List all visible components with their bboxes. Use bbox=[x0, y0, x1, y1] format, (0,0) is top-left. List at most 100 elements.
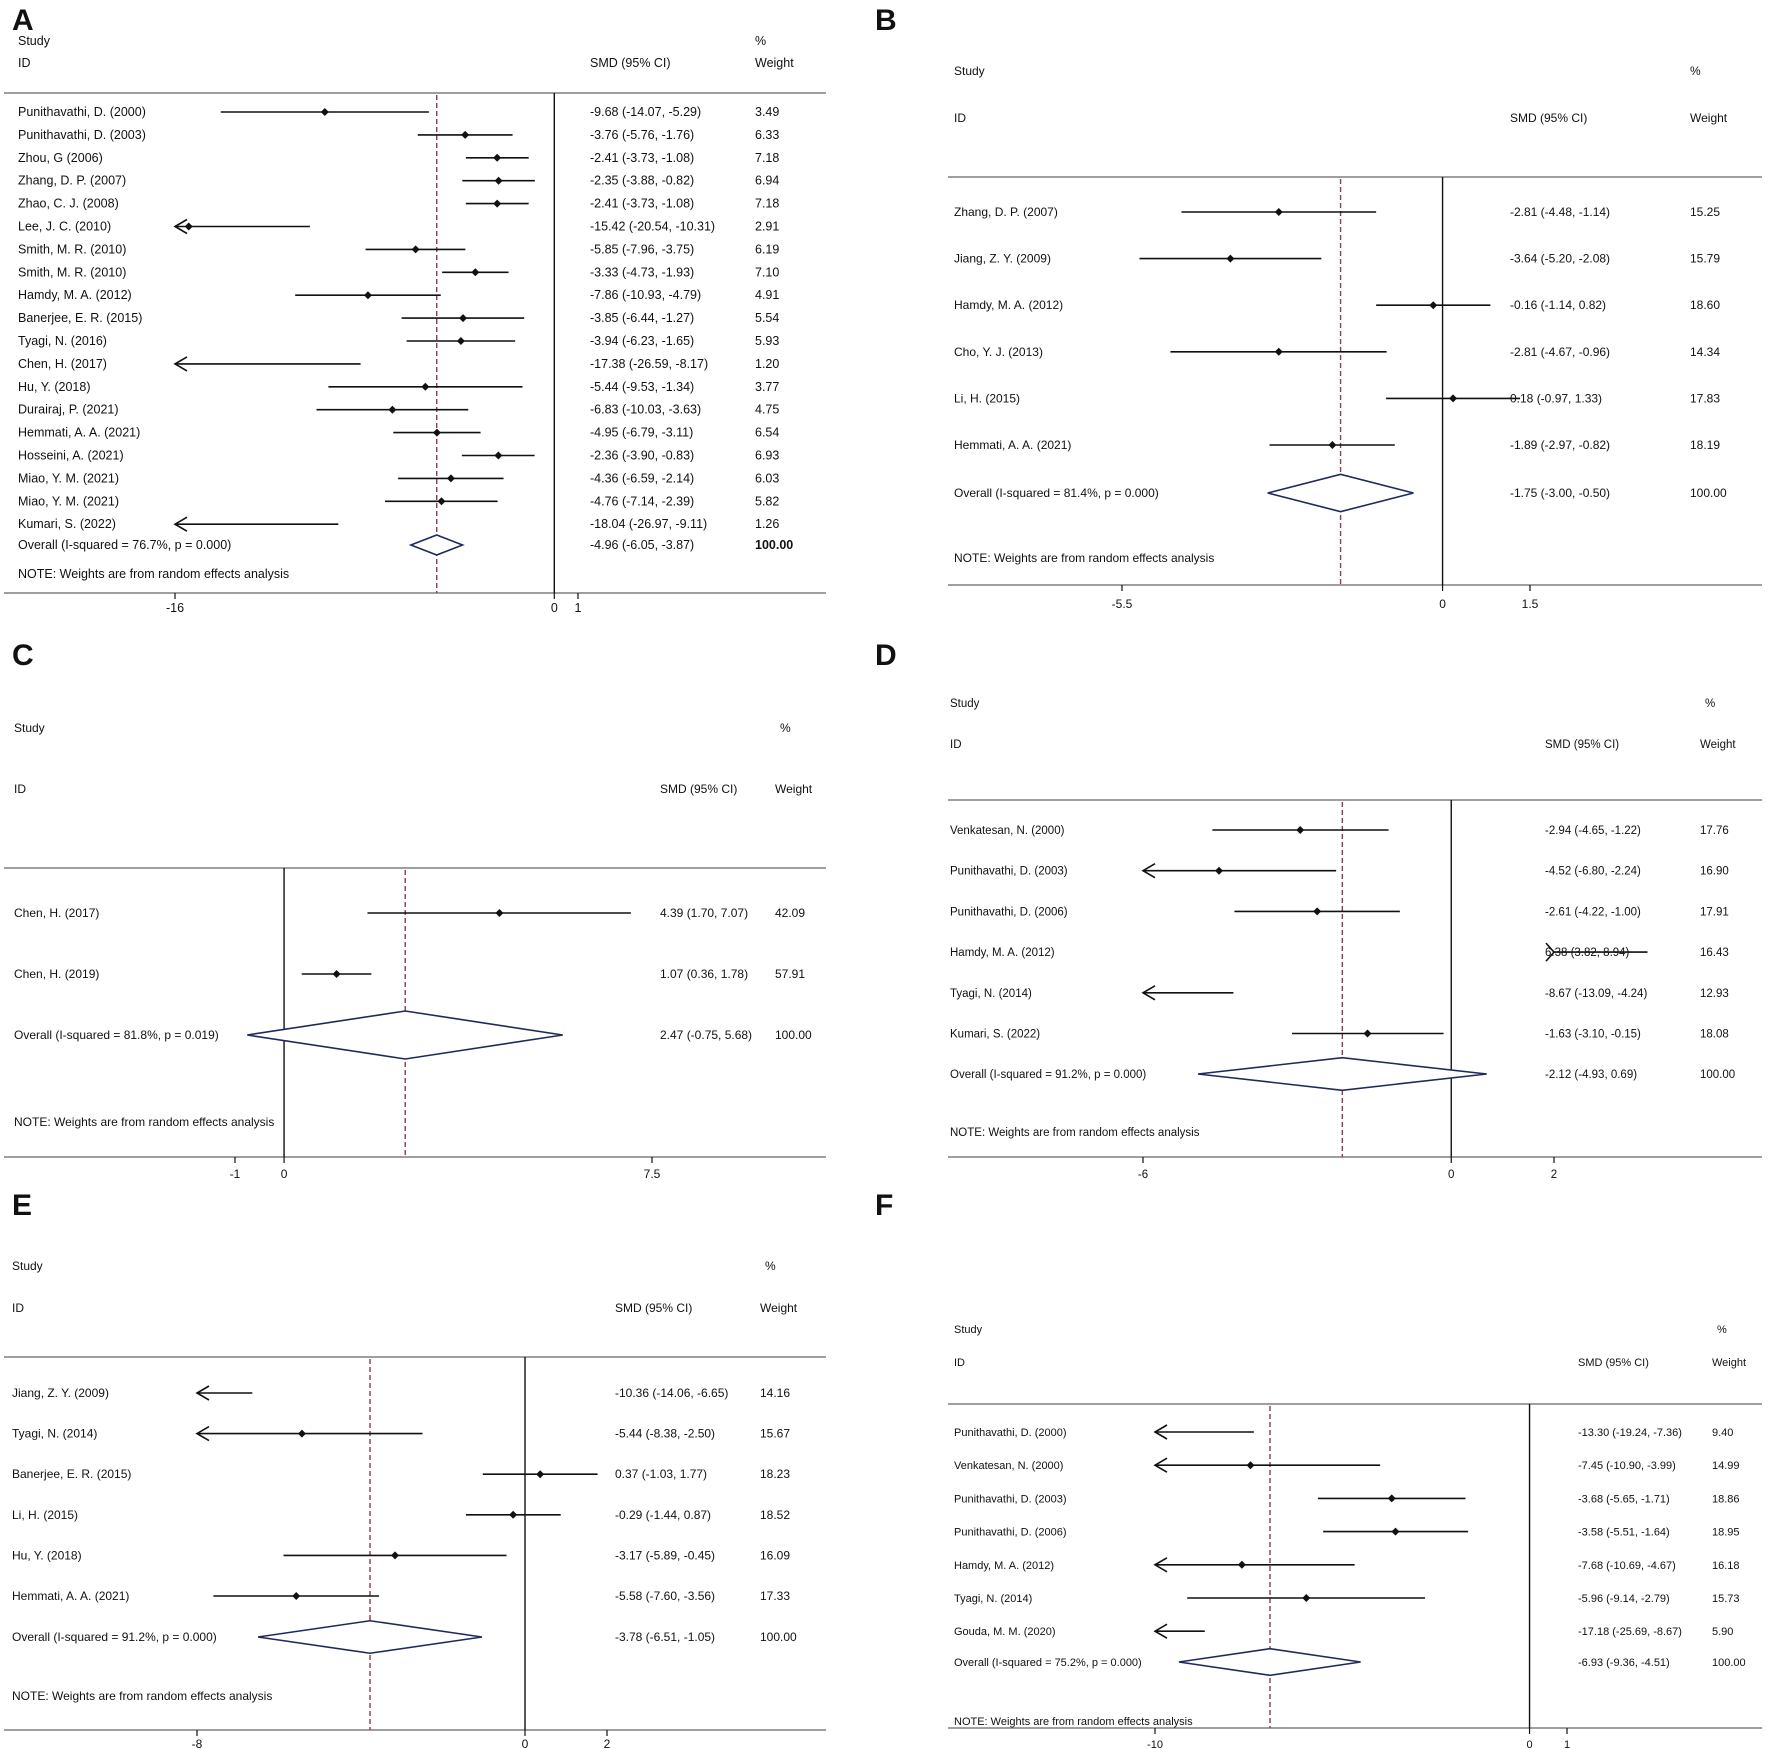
study-ci-text: -8.67 (-13.09, -4.24) bbox=[1545, 988, 1647, 1000]
panel-label: D bbox=[875, 639, 897, 672]
study-label: Hemmati, A. A. (2021) bbox=[12, 1589, 129, 1603]
overall-ci-text: 2.47 (-0.75, 5.68) bbox=[660, 1028, 752, 1042]
header-effect: SMD (95% CI) bbox=[1545, 739, 1619, 751]
study-ci-text: -3.17 (-5.89, -0.45) bbox=[615, 1548, 715, 1562]
x-tick-label: 0 bbox=[1448, 1169, 1454, 1181]
study-ci-text: -2.61 (-4.22, -1.00) bbox=[1545, 906, 1641, 918]
overall-ci-text: -4.96 (-6.05, -3.87) bbox=[590, 538, 694, 552]
overall-label: Overall (I-squared = 81.4%, p = 0.000) bbox=[954, 486, 1159, 500]
header-percent: % bbox=[1705, 698, 1715, 710]
study-label: Tyagi, N. (2016) bbox=[18, 334, 107, 348]
study-weight: 14.16 bbox=[760, 1386, 790, 1400]
study-ci-text: -3.33 (-4.73, -1.93) bbox=[590, 265, 694, 279]
point-estimate bbox=[536, 1470, 545, 1479]
study-label: Tyagi, N. (2014) bbox=[950, 988, 1032, 1000]
ci-arrow-left bbox=[195, 1425, 210, 1442]
study-label: Kumari, S. (2022) bbox=[950, 1029, 1040, 1041]
study-label: Hamdy, M. A. (2012) bbox=[954, 298, 1063, 312]
study-ci-text: -6.83 (-10.03, -3.63) bbox=[590, 403, 701, 417]
header-weight: Weight bbox=[755, 56, 794, 70]
study-weight: 5.54 bbox=[755, 311, 779, 325]
overall-label: Overall (I-squared = 91.2%, p = 0.000) bbox=[950, 1069, 1146, 1081]
x-tick-label: 7.5 bbox=[644, 1167, 661, 1181]
point-estimate bbox=[184, 222, 193, 231]
study-weight: 18.60 bbox=[1690, 298, 1720, 312]
x-tick-label: -16 bbox=[166, 601, 184, 615]
x-tick-label: 1.5 bbox=[1522, 597, 1539, 611]
study-label: Hu, Y. (2018) bbox=[18, 380, 91, 394]
study-label: Hemmati, A. A. (2021) bbox=[954, 438, 1071, 452]
study-weight: 18.95 bbox=[1712, 1527, 1740, 1539]
study-label: Smith, M. R. (2010) bbox=[18, 242, 126, 256]
x-tick-label: 0 bbox=[551, 601, 558, 615]
header-percent: % bbox=[765, 1259, 776, 1273]
study-weight: 5.93 bbox=[755, 334, 779, 348]
study-ci-text: -13.30 (-19.24, -7.36) bbox=[1578, 1427, 1682, 1439]
study-label: Li, H. (2015) bbox=[954, 391, 1020, 405]
overall-ci-text: -6.93 (-9.36, -4.51) bbox=[1578, 1657, 1670, 1669]
forest-panel-d: D Study ID SMD (95% CI)% Weight Venkatesan, N… bbox=[875, 639, 1762, 1181]
study-ci-text: -4.52 (-6.80, -2.24) bbox=[1545, 866, 1641, 878]
header-percent: % bbox=[780, 721, 791, 735]
study-weight: 5.82 bbox=[755, 494, 779, 508]
study-ci-text: -7.45 (-10.90, -3.99) bbox=[1578, 1460, 1676, 1472]
study-weight: 16.90 bbox=[1700, 866, 1729, 878]
forest-panel-b: B Study ID SMD (95% CI)% Weight Zhang, D. P. … bbox=[875, 4, 1762, 611]
study-weight: 12.93 bbox=[1700, 988, 1729, 1000]
study-weight: 15.79 bbox=[1690, 252, 1720, 266]
study-weight: 14.99 bbox=[1712, 1460, 1740, 1472]
study-label: Gouda, M. M. (2020) bbox=[954, 1626, 1056, 1638]
study-weight: 6.93 bbox=[755, 449, 779, 463]
x-tick-label: -8 bbox=[192, 1737, 203, 1749]
study-weight: 3.77 bbox=[755, 380, 779, 394]
study-ci-text: -2.81 (-4.48, -1.14) bbox=[1510, 205, 1610, 219]
header-percent: % bbox=[755, 34, 766, 48]
point-estimate bbox=[1391, 1527, 1400, 1536]
overall-ci-text: -2.12 (-4.93, 0.69) bbox=[1545, 1069, 1637, 1081]
study-ci-text: -4.76 (-7.14, -2.39) bbox=[590, 494, 694, 508]
x-tick-label: -1 bbox=[230, 1167, 241, 1181]
study-label: Chen, H. (2017) bbox=[14, 906, 99, 920]
study-weight: 15.25 bbox=[1690, 205, 1720, 219]
study-ci-text: -2.41 (-3.73, -1.08) bbox=[590, 151, 694, 165]
point-estimate bbox=[493, 199, 502, 208]
study-label: Punithavathi, D. (2003) bbox=[954, 1493, 1067, 1505]
header-study: Study bbox=[18, 34, 51, 48]
overall-ci-text: -3.78 (-6.51, -1.05) bbox=[615, 1630, 715, 1644]
point-estimate bbox=[320, 108, 329, 116]
header-id: ID bbox=[954, 1357, 965, 1369]
study-ci-text: -17.38 (-26.59, -8.17) bbox=[590, 357, 708, 371]
study-weight: 17.33 bbox=[760, 1589, 790, 1603]
overall-weight: 100.00 bbox=[1690, 486, 1727, 500]
study-label: Hamdy, M. A. (2012) bbox=[18, 288, 132, 302]
ci-arrow-left bbox=[173, 218, 188, 235]
study-ci-text: -18.04 (-26.97, -9.11) bbox=[590, 517, 707, 531]
header-study: Study bbox=[12, 1259, 43, 1273]
overall-label: Overall (I-squared = 81.8%, p = 0.019) bbox=[14, 1028, 219, 1042]
study-ci-text: -3.58 (-5.51, -1.64) bbox=[1578, 1527, 1670, 1539]
study-label: Chen, H. (2019) bbox=[14, 967, 99, 981]
header-effect: SMD (95% CI) bbox=[1510, 111, 1587, 125]
study-label: Cho, Y. J. (2013) bbox=[954, 345, 1043, 359]
study-label: Punithavathi, D. (2003) bbox=[950, 866, 1068, 878]
study-label: Jiang, Z. Y. (2009) bbox=[12, 1386, 109, 1400]
study-label: Chen, H. (2017) bbox=[18, 357, 107, 371]
header-effect: SMD (95% CI) bbox=[615, 1301, 692, 1315]
study-weight: 6.94 bbox=[755, 174, 779, 188]
point-estimate bbox=[1429, 301, 1438, 310]
study-label: Tyagi, N. (2014) bbox=[954, 1593, 1032, 1605]
point-estimate bbox=[391, 1551, 400, 1560]
study-ci-text: -5.96 (-9.14, -2.79) bbox=[1578, 1593, 1670, 1605]
panel-label: B bbox=[875, 4, 897, 37]
study-weight: 6.33 bbox=[755, 128, 779, 142]
x-tick-label: -5.5 bbox=[1112, 597, 1133, 611]
study-weight: 17.83 bbox=[1690, 391, 1720, 405]
study-ci-text: -9.68 (-14.07, -5.29) bbox=[590, 105, 701, 119]
x-tick-label: 0 bbox=[1439, 597, 1446, 611]
study-label: Miao, Y. M. (2021) bbox=[18, 494, 119, 508]
point-estimate bbox=[332, 970, 341, 978]
point-estimate bbox=[461, 130, 470, 139]
point-estimate bbox=[292, 1592, 301, 1600]
header-weight: Weight bbox=[1700, 739, 1736, 751]
study-ci-text: 0.18 (-0.97, 1.33) bbox=[1510, 391, 1602, 405]
